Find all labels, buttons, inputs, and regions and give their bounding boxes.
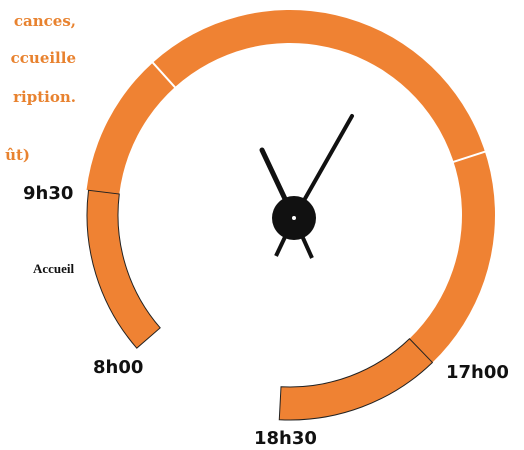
side-text: cances,: [14, 12, 76, 30]
separator: [451, 150, 488, 164]
separator: [150, 60, 177, 90]
time-label: 17h00: [446, 362, 509, 383]
clock: [259, 114, 354, 259]
time-label: 9h30: [23, 183, 73, 204]
time-label: 18h30: [254, 428, 317, 449]
side-text: ription.: [13, 88, 76, 106]
side-text: ccueille: [11, 49, 76, 67]
time-label: 8h00: [93, 357, 143, 378]
side-text: ût): [5, 146, 30, 164]
clock-pin: [292, 216, 296, 220]
ring: [86, 10, 495, 421]
morning-arc: [86, 189, 161, 349]
main-arc: [86, 10, 495, 363]
segment-label: Accueil: [33, 261, 75, 276]
evening-arc: [278, 338, 434, 421]
